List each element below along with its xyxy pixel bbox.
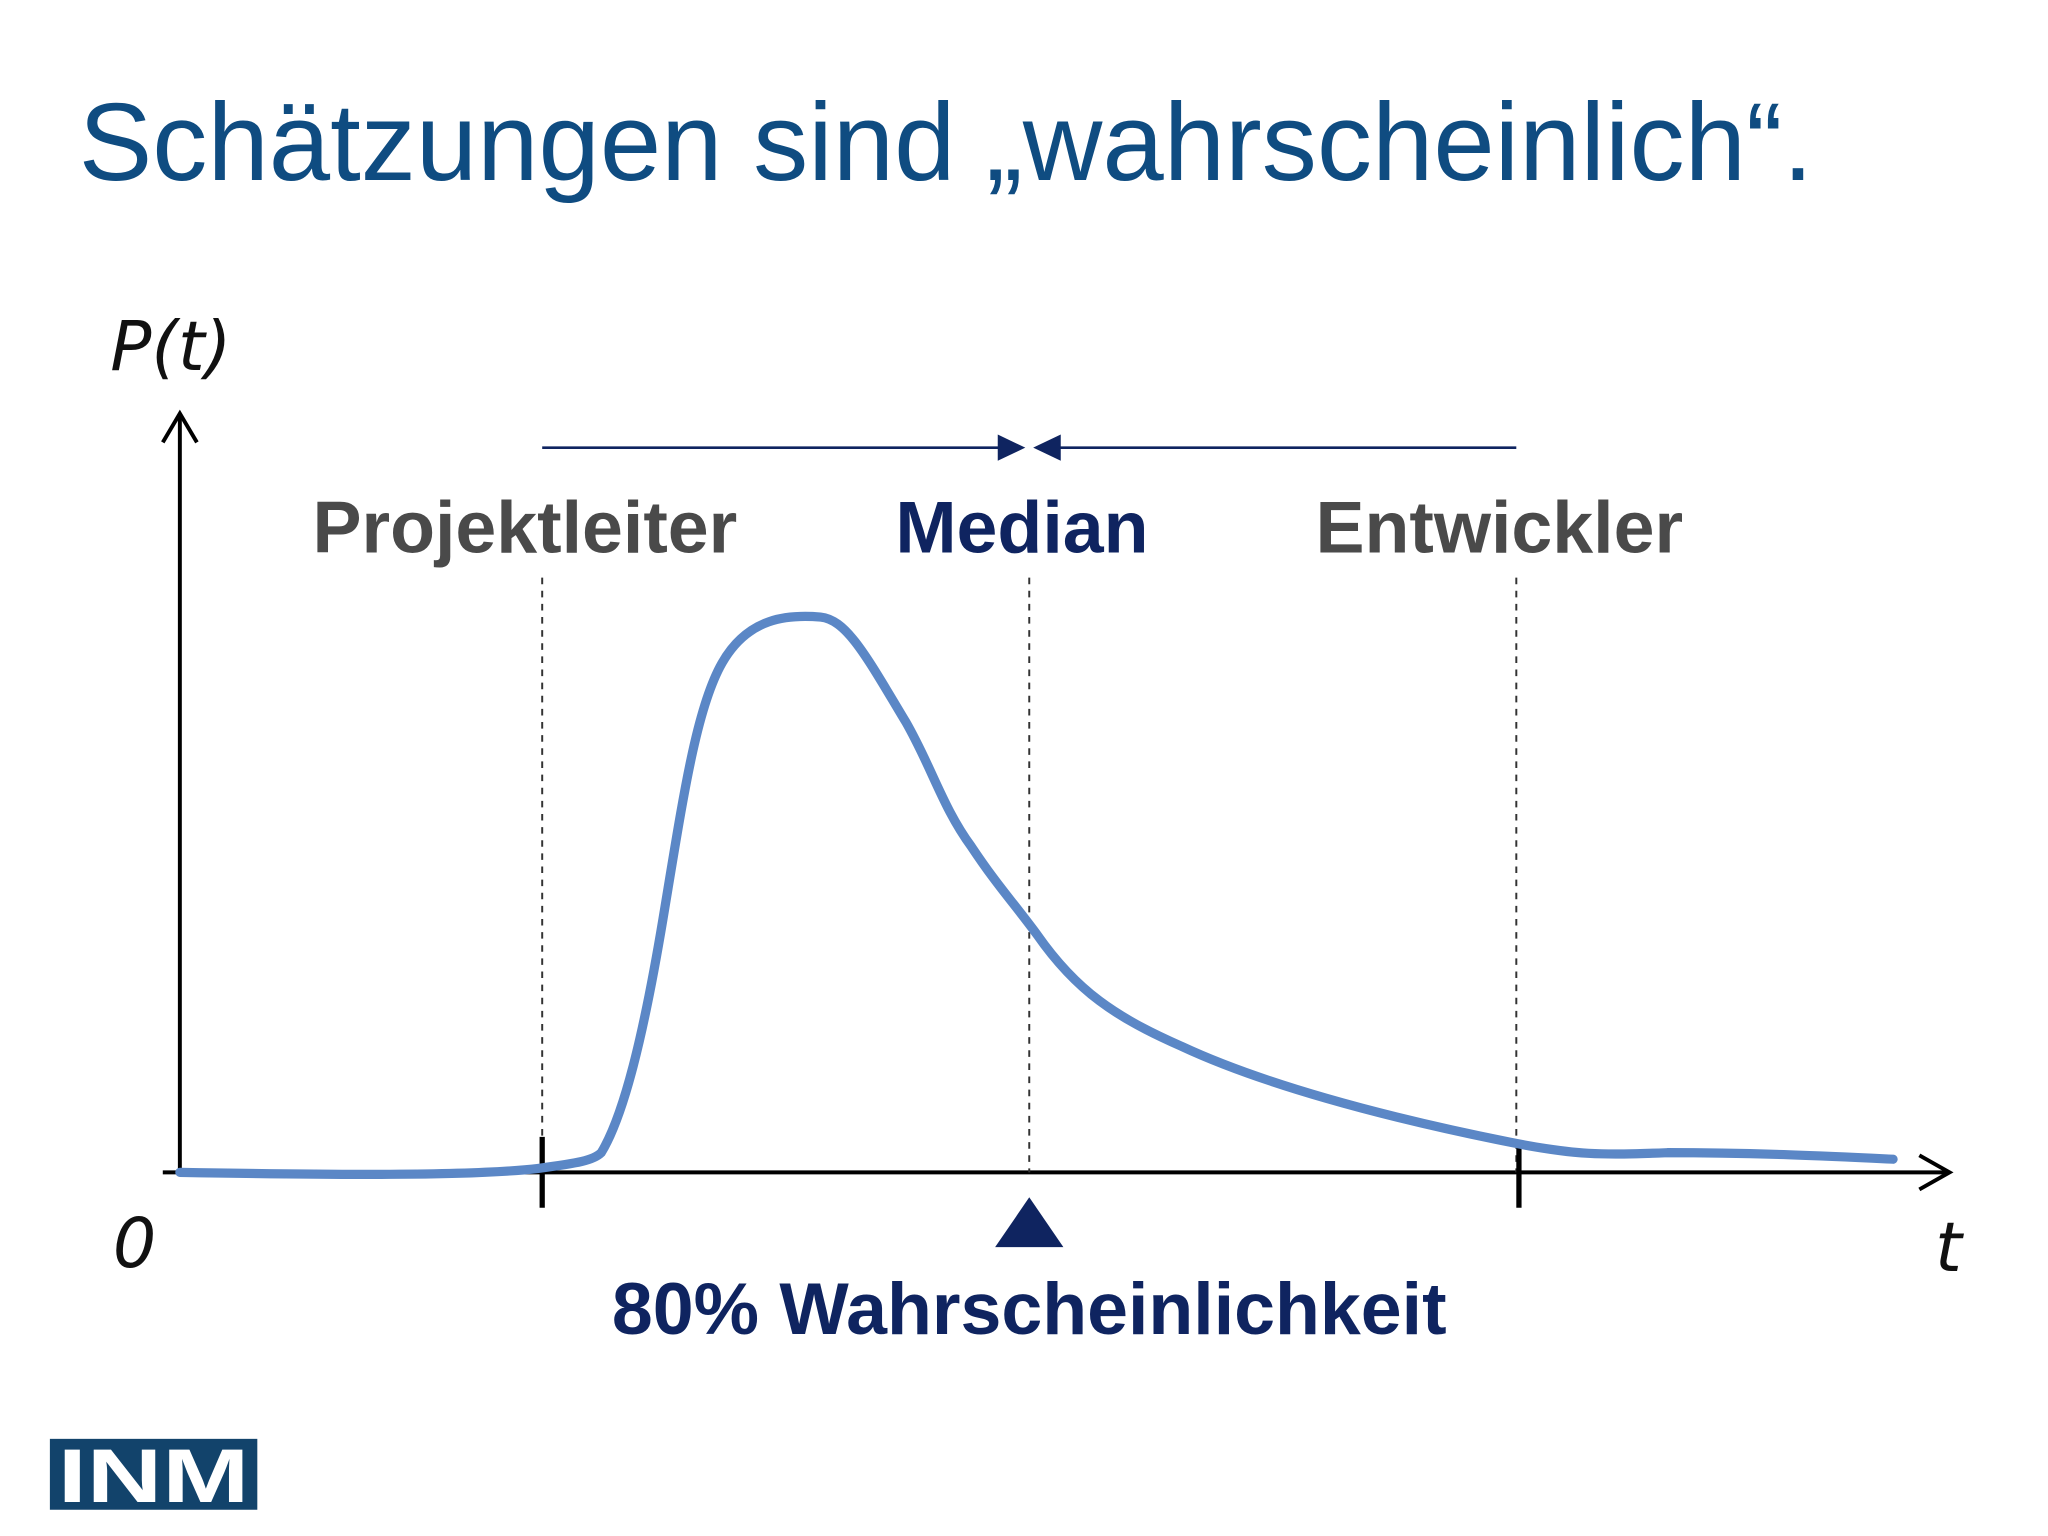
arrow-head (997, 434, 1026, 461)
logo-box (49, 1438, 258, 1510)
marker-label: Projektleiter (312, 486, 737, 569)
median-indicator (995, 1197, 1064, 1248)
x-axis-arrow (1918, 1153, 1954, 1192)
logo: INM (58, 1434, 250, 1519)
caption: 80% Wahrscheinlichkeit (612, 1267, 1447, 1350)
x-axis-label: t (1935, 1209, 1964, 1288)
marker-label: Entwickler (1315, 486, 1683, 569)
marker-label: Median (895, 486, 1148, 569)
origin-label: 0 (113, 1205, 156, 1284)
y-axis-label: P(t) (110, 308, 231, 387)
arrow-head (1033, 434, 1061, 461)
y-axis-arrow (161, 409, 199, 444)
probability-curve (175, 611, 1898, 1179)
slide-title: Schätzungen sind „wahrscheinlich“. (79, 81, 1814, 204)
